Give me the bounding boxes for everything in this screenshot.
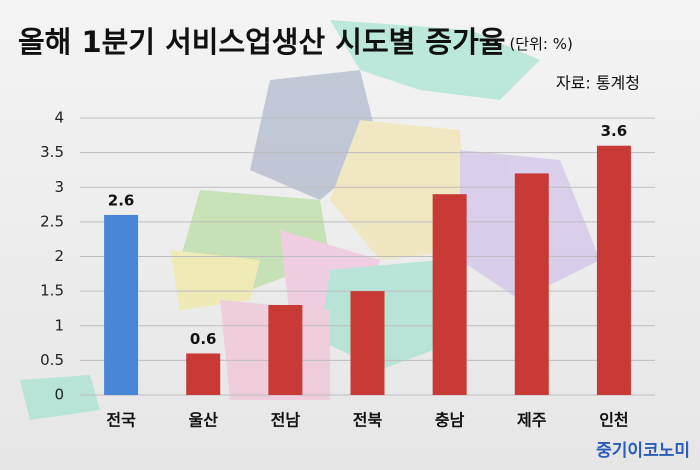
y-tick-label: 0.5 bbox=[40, 351, 64, 369]
y-tick-label: 2.5 bbox=[40, 212, 64, 230]
y-tick-label: 2 bbox=[54, 247, 64, 265]
bar bbox=[350, 291, 385, 395]
source: 자료: 통계청 bbox=[556, 74, 640, 93]
bar bbox=[186, 353, 221, 395]
value-label: 3.6 bbox=[601, 122, 628, 140]
bar bbox=[596, 145, 631, 395]
y-tick-label: 0 bbox=[54, 386, 64, 404]
x-tick-label: 전국 bbox=[106, 411, 136, 430]
value-label: 2.6 bbox=[108, 191, 135, 209]
x-tick-label: 인천 bbox=[599, 411, 628, 430]
bar bbox=[104, 214, 139, 395]
title: 올해 1분기 서비스업생산 시도별 증가율 bbox=[18, 25, 505, 59]
bar bbox=[432, 194, 467, 395]
y-tick-label: 4 bbox=[54, 109, 64, 127]
x-tick-label: 전북 bbox=[353, 411, 383, 430]
x-tick-label: 충남 bbox=[435, 411, 465, 430]
bar bbox=[514, 173, 549, 395]
x-tick-label: 제주 bbox=[517, 411, 547, 430]
bar bbox=[268, 304, 303, 395]
x-tick-label: 울산 bbox=[188, 411, 218, 430]
x-tick-label: 전남 bbox=[271, 411, 301, 430]
y-tick-label: 1 bbox=[54, 316, 64, 334]
unit: (단위: %) bbox=[509, 35, 572, 53]
watermark: 중기이코노미 bbox=[596, 441, 690, 461]
y-tick-label: 3.5 bbox=[40, 143, 64, 161]
chart-title: 올해 1분기 서비스업생산 시도별 증가율 (단위: %) bbox=[18, 25, 573, 59]
y-tick-label: 1.5 bbox=[40, 282, 64, 300]
value-label: 0.6 bbox=[190, 330, 217, 348]
y-tick-label: 3 bbox=[54, 178, 64, 196]
